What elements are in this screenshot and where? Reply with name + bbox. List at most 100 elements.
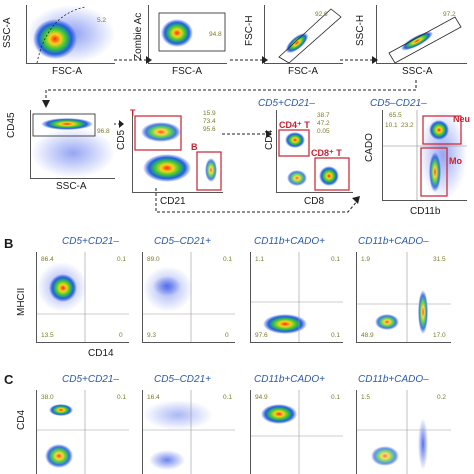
quadrant-value: 0.1 — [223, 256, 233, 263]
xlabel: CD14 — [88, 348, 114, 359]
quadrant-value: 0.1 — [117, 256, 127, 263]
plot-title: CD11b+CADO– — [358, 374, 429, 385]
gate-label-mo: Mo — [449, 156, 462, 166]
quadrant-value: 17.0 — [433, 332, 446, 339]
gate-value: 23.2 — [401, 122, 414, 129]
quadrant-value: 0.1 — [331, 256, 341, 263]
plot-title: CD11b+CADO+ — [254, 374, 325, 385]
gate-label-neu: Neu — [453, 114, 471, 124]
dot-plot: 94.8 — [148, 5, 227, 64]
quadrant-value: 0.2 — [437, 394, 447, 401]
quadrant-value: 31.5 — [433, 256, 446, 263]
quadrant-value: 1.5 — [361, 394, 371, 401]
density-cloud — [143, 252, 235, 342]
quadrant-value: 0.1 — [223, 394, 233, 401]
dot-plot: T B 15.9 73.4 95.6 — [130, 108, 223, 193]
arrow-icon — [222, 130, 272, 138]
dot-plot: 97.2 — [376, 5, 467, 64]
ylabel: SSC-H — [355, 14, 366, 46]
quadrant-plot: 1.1 0.1 97.6 0.1 — [250, 252, 343, 343]
xlabel: CD21 — [160, 196, 186, 207]
arrow-icon — [114, 56, 152, 64]
panel-letter: B — [4, 236, 14, 251]
quadrant-plot: 1.9 31.5 48.9 17.0 — [356, 252, 451, 343]
density-cloud — [37, 390, 129, 474]
plot-title: CD5+CD21– — [258, 98, 315, 109]
gate-value: 0.05 — [317, 128, 330, 135]
gate-value: 73.4 — [203, 118, 216, 125]
ylabel: CD5 — [116, 129, 127, 150]
dot-plot: Neu Mo 65.5 10.1 23.2 — [382, 110, 471, 201]
plot-title: CD5–CD21+ — [154, 374, 211, 385]
quadrant-value: 0 — [119, 332, 123, 339]
quadrant-value: 94.9 — [255, 394, 268, 401]
gate-value: 15.9 — [203, 110, 216, 117]
ylabel: SSC-A — [2, 17, 13, 48]
gate-label-cd8: CD8⁺ T — [311, 148, 342, 158]
arrow-icon — [230, 56, 268, 64]
gate-label-t: T — [130, 108, 136, 118]
arrow-icon — [340, 56, 378, 64]
xlabel: FSC-A — [52, 66, 82, 77]
quadrant-plot: 1.5 0.2 — [356, 390, 451, 474]
xlabel: CD11b — [410, 206, 441, 217]
quadrant-value: 38.0 — [41, 394, 54, 401]
ylabel: Zombie Ac — [133, 12, 144, 60]
gate-label-b: B — [191, 142, 198, 152]
density-cloud — [251, 252, 343, 342]
ylabel: CADO — [364, 133, 375, 162]
quadrant-value: 1.9 — [361, 256, 371, 263]
density-cloud — [31, 113, 115, 178]
gate-value: 95.6 — [203, 126, 216, 133]
plot-title: CD5+CD21– — [62, 236, 119, 247]
quadrant-value: 0 — [225, 332, 229, 339]
density-cloud — [143, 390, 235, 474]
xlabel: SSC-A — [56, 181, 87, 192]
density-cloud — [383, 110, 467, 200]
density-cloud — [134, 115, 222, 191]
quadrant-plot: 16.4 0.1 — [142, 390, 235, 474]
gate-value: 47.2 — [317, 120, 330, 127]
quadrant-value: 97.6 — [255, 332, 268, 339]
gate-value: 96.8 — [97, 128, 110, 135]
gate-value: 5.2 — [97, 17, 107, 24]
xlabel: FSC-A — [288, 66, 318, 77]
gate-value: 97.2 — [443, 11, 456, 18]
gate-value: 10.1 — [385, 122, 398, 129]
density-cloud — [357, 252, 451, 342]
density-cloud — [37, 252, 129, 342]
dot-plot: CD4⁺ T CD8⁺ T 38.7 47.2 0.05 — [276, 110, 353, 193]
quadrant-value: 0.1 — [331, 332, 341, 339]
density-cloud — [278, 8, 342, 63]
gate-value: 38.7 — [317, 112, 330, 119]
quadrant-value: 13.5 — [41, 332, 54, 339]
xlabel: FSC-A — [172, 66, 202, 77]
quadrant-value: 86.4 — [41, 256, 54, 263]
ylabel: CD45 — [6, 112, 17, 138]
quadrant-plot: 89.0 0.1 9.3 0 — [142, 252, 235, 343]
gate-value: 92.6 — [315, 11, 328, 18]
plot-title: CD5–CD21– — [370, 98, 427, 109]
density-cloud — [158, 12, 226, 52]
quadrant-value: 9.3 — [147, 332, 157, 339]
xlabel: CD8 — [304, 196, 325, 207]
ylabel: FSC-H — [244, 15, 255, 46]
arrow-icon — [42, 80, 417, 108]
ylabel: MHCII — [16, 287, 27, 316]
xlabel: SSC-A — [402, 66, 433, 77]
dot-plot: 96.8 — [30, 110, 115, 179]
quadrant-value: 48.9 — [361, 332, 374, 339]
gate-label-cd4: CD4⁺ T — [279, 120, 310, 130]
ylabel: CD4 — [264, 129, 275, 150]
quadrant-value: 16.4 — [147, 394, 160, 401]
plot-title: CD5–CD21+ — [154, 236, 211, 247]
quadrant-value: 1.1 — [255, 256, 265, 263]
panel-letter: C — [4, 372, 14, 387]
arrow-icon — [155, 188, 360, 213]
dot-plot: 5.2 — [26, 5, 115, 64]
plot-title: CD11b+CADO– — [358, 236, 429, 247]
quadrant-plot: 94.9 0.1 — [250, 390, 343, 474]
density-cloud — [278, 129, 350, 191]
quadrant-value: 89.0 — [147, 256, 160, 263]
density-cloud — [388, 16, 462, 63]
